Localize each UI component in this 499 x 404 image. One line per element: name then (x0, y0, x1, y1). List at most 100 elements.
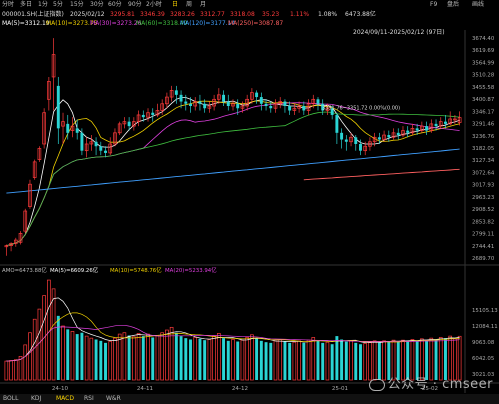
indicator-tab-rsi[interactable]: RSI (84, 395, 94, 402)
candle-body (401, 130, 405, 136)
period-tab-9[interactable]: 日 (172, 1, 179, 8)
period-tab-5[interactable]: 30分 (90, 1, 104, 8)
period-tab-8[interactable]: 2小时 (146, 1, 162, 8)
volume-bar (23, 344, 28, 381)
volume-bar (56, 315, 60, 380)
candle-body (99, 146, 103, 151)
candle-body (372, 136, 377, 143)
x-axis-label: 24-12 (232, 386, 248, 392)
price-axis-label: 3510.28 (472, 73, 495, 79)
period-tab-11[interactable]: 月 (200, 1, 207, 8)
candle-body (396, 132, 400, 136)
candle-body (288, 106, 292, 111)
volume-bar (75, 334, 79, 380)
volume-bar (89, 337, 94, 381)
volume-bar (51, 288, 56, 381)
indicator-tab-boll[interactable]: BOLL (3, 395, 19, 402)
candle-body (368, 141, 372, 147)
candle-body (316, 99, 320, 104)
candle-body (89, 141, 94, 145)
indicator-tab-kdj[interactable]: KDJ (31, 395, 42, 402)
candle-body (94, 141, 98, 147)
volume-bar (425, 340, 429, 380)
price-axis-label: 3182.05 (472, 146, 494, 152)
change-value: 35.23 (262, 11, 280, 18)
volume-bar (391, 339, 396, 381)
volume-bar (292, 341, 297, 381)
indicator-tab-w&r[interactable]: W&R (106, 395, 121, 402)
volume-axis-label: 12084.11 (472, 324, 498, 330)
candle-body (9, 243, 13, 246)
volume-bar (217, 333, 221, 381)
indicator-tab-macd[interactable]: MACD (56, 395, 74, 402)
ma-legend-item: MA(10)=3273.75 (46, 20, 98, 27)
volume-axis-label: 9063.08 (472, 340, 495, 346)
volume-bar (269, 342, 273, 380)
x-axis-label: 25-02 (422, 386, 438, 392)
ma-legend-item: MA(250)=3087.87 (228, 20, 284, 27)
volume-bar (198, 338, 202, 380)
candle-body (311, 98, 316, 105)
candle-body (240, 105, 245, 109)
candle-body (217, 94, 221, 100)
volume-bar (42, 295, 46, 381)
candle-body (212, 98, 216, 107)
period-tab-7[interactable]: 90分 (128, 1, 142, 8)
volume-bar (151, 337, 155, 380)
candle-body (453, 118, 457, 121)
volume-bar (146, 333, 150, 381)
volume-bar (13, 359, 18, 381)
price-axis-label: 3072.64 (472, 170, 495, 176)
candle-body (193, 101, 198, 107)
period-tab-1[interactable]: 多日 (20, 1, 33, 8)
candle-body (425, 126, 429, 131)
candle-body (42, 112, 46, 145)
toolbar-action-0[interactable]: F9 (430, 1, 438, 8)
ma-legend-item: MA(60)=3318.49 (136, 20, 188, 27)
candle-body (415, 128, 419, 131)
volume-bar (340, 339, 344, 380)
candle-body (302, 106, 306, 111)
period-tab-2[interactable]: 1分 (38, 1, 48, 8)
volume-bar (70, 331, 75, 381)
candle-body (434, 123, 438, 127)
volume-bar (259, 340, 263, 380)
volume-bar (297, 340, 301, 381)
volume-bar (438, 337, 443, 381)
toolbar-action-1[interactable]: 盘后 (447, 1, 460, 8)
candle-body (47, 81, 51, 100)
ma60-line (6, 111, 460, 246)
volume-bar (174, 332, 178, 380)
volume-legend-item: AMO=6473.88亿 (2, 266, 47, 274)
volume-ma5-line (6, 297, 460, 362)
candle-body (335, 114, 339, 133)
volume-bar (335, 336, 339, 380)
volume-bar (32, 318, 37, 381)
volume-bar (127, 335, 131, 380)
volume-bar (255, 338, 259, 380)
period-tab-3[interactable]: 5分 (53, 1, 63, 8)
volume-bar (354, 342, 358, 380)
volume-bar (136, 333, 141, 381)
candle-body (340, 132, 344, 140)
volume-bar (316, 340, 320, 380)
candle-body (207, 105, 212, 109)
candle-body (28, 183, 32, 207)
period-tab-10[interactable]: 周 (186, 1, 193, 8)
candle-body (363, 145, 368, 152)
volume-bar (203, 340, 207, 380)
candle-body (255, 92, 259, 98)
candle-body (61, 121, 65, 127)
period-tab-6[interactable]: 60分 (108, 1, 122, 8)
volume-bar (288, 342, 292, 380)
candle-body (448, 118, 453, 125)
period-tab-4[interactable]: 15分 (70, 1, 84, 8)
candle-body (113, 132, 117, 145)
toolbar-action-2[interactable]: 画线 (472, 1, 485, 8)
price-axis-label: 3674.40 (472, 36, 495, 42)
candle-body (325, 107, 330, 111)
period-tab-0[interactable]: 分时 (2, 1, 15, 8)
price-axis-label: 2853.82 (472, 219, 494, 225)
candle-body (179, 94, 183, 102)
